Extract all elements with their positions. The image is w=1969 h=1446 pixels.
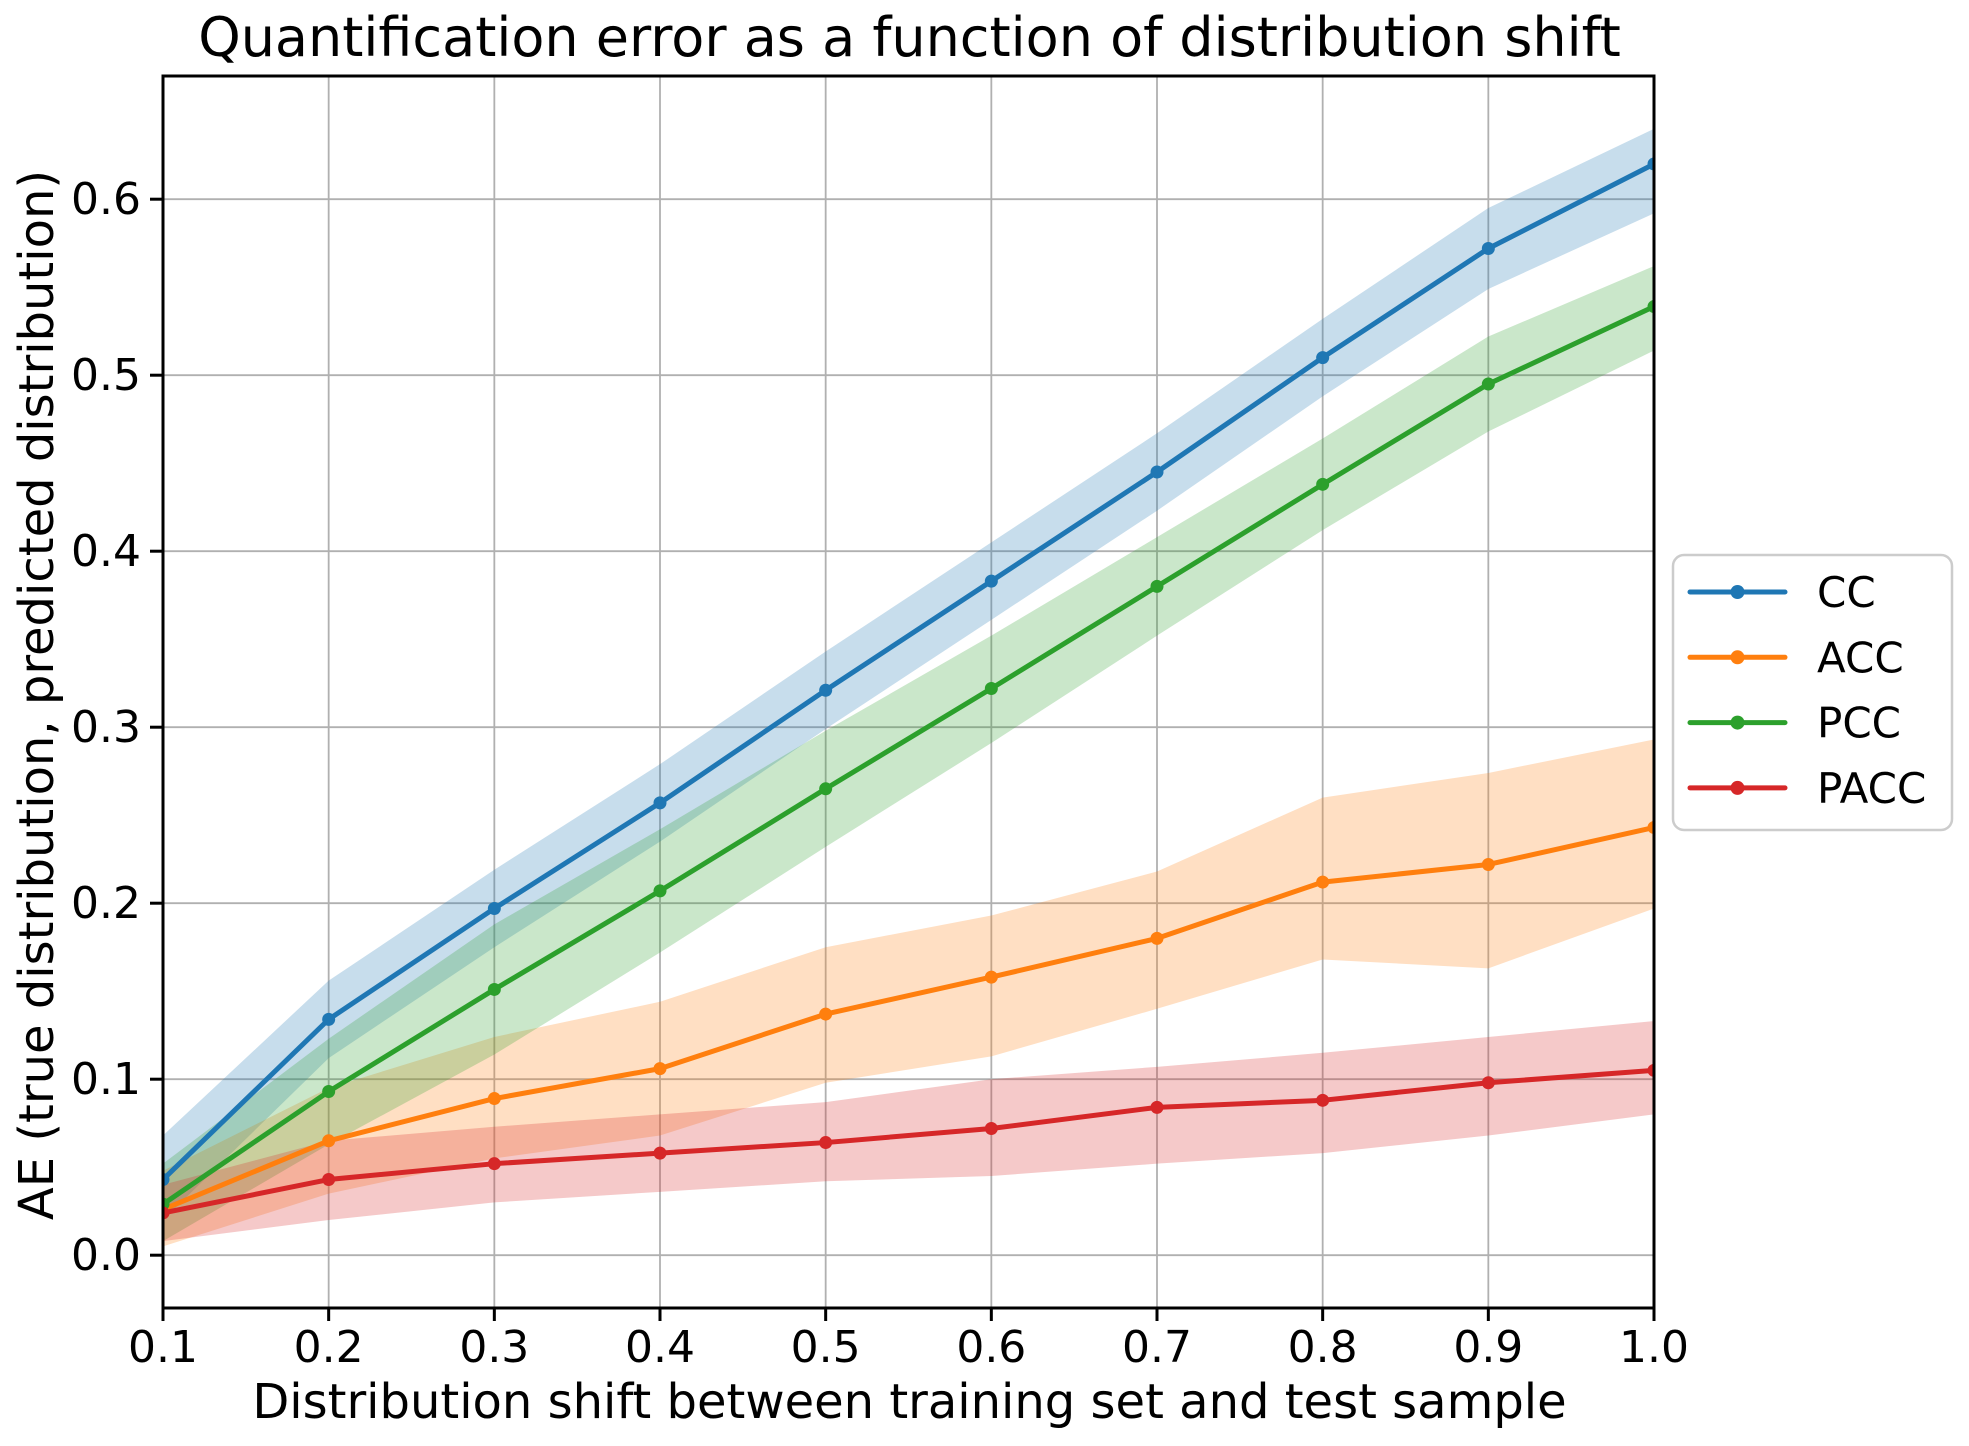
legend-label: CC — [1817, 568, 1876, 617]
data-point-PCC — [1150, 579, 1164, 593]
series-line-CC — [163, 161, 1654, 1183]
data-point-CC — [487, 901, 501, 915]
data-point-PCC — [322, 1085, 336, 1099]
data-point-CC — [819, 683, 833, 697]
data-point-PACC — [984, 1121, 998, 1135]
confidence-bands — [163, 128, 1654, 1247]
series-PCC — [163, 300, 1654, 1211]
plot-border — [161, 74, 1656, 1310]
x-tick-label: 0.5 — [791, 1322, 861, 1373]
data-point-CC — [1647, 157, 1654, 171]
data-point-PACC — [322, 1173, 336, 1187]
data-point-ACC — [1481, 857, 1495, 871]
confidence-band-CC — [163, 128, 1654, 1220]
data-point-PACC — [487, 1157, 501, 1171]
legend-marker — [1730, 715, 1745, 730]
legend-box — [1671, 553, 1954, 832]
legend-marker — [1730, 780, 1745, 795]
x-axis-label: Distribution shift between training set … — [252, 1374, 1567, 1430]
legend-label: ACC — [1817, 633, 1904, 682]
x-tick-label: 1.0 — [1619, 1322, 1689, 1373]
data-point-PCC — [1481, 377, 1495, 391]
data-point-ACC — [1150, 931, 1164, 945]
y-tick-label: 0.1 — [71, 1054, 141, 1105]
data-point-CC — [984, 574, 998, 588]
data-point-CC — [653, 796, 667, 810]
data-point-PACC — [1481, 1076, 1495, 1090]
series-CC — [163, 157, 1654, 1187]
y-tick-label: 0.4 — [71, 526, 141, 577]
y-tick-label: 0.5 — [71, 350, 141, 401]
series-ACC — [163, 821, 1654, 1216]
legend-item-PCC: PCC — [1687, 699, 1901, 748]
data-point-CC — [322, 1012, 336, 1026]
series-line-PACC — [163, 1067, 1654, 1216]
y-tick-label: 0.6 — [71, 174, 141, 225]
data-point-PACC — [1150, 1100, 1164, 1114]
data-point-ACC — [984, 970, 998, 984]
y-axis-label-text: AE (true distribution, predicted distrib… — [9, 169, 65, 1221]
data-point-CC — [163, 1173, 170, 1187]
x-tick-label: 0.1 — [128, 1322, 198, 1373]
series-PACC — [163, 1063, 1654, 1220]
legend-item-PACC: PACC — [1687, 764, 1926, 813]
x-tick-label: 0.7 — [1122, 1322, 1192, 1373]
confidence-band-ACC — [163, 739, 1654, 1247]
data-point-ACC — [819, 1007, 833, 1021]
data-point-PCC — [984, 681, 998, 695]
legend-item-CC: CC — [1687, 568, 1876, 617]
data-point-ACC — [653, 1062, 667, 1076]
data-point-CC — [1316, 351, 1330, 365]
legend-marker — [1730, 650, 1745, 665]
y-tick-label: 0.2 — [71, 878, 141, 929]
data-point-CC — [1481, 241, 1495, 255]
data-point-ACC — [487, 1092, 501, 1106]
data-point-PCC — [1316, 477, 1330, 491]
y-tick-label: 0.0 — [71, 1230, 141, 1281]
series-line-PCC — [163, 304, 1654, 1207]
series-line-ACC — [163, 825, 1654, 1212]
legend-label: PACC — [1817, 764, 1926, 813]
data-point-PACC — [1316, 1093, 1330, 1107]
data-point-PCC — [487, 982, 501, 996]
y-tick-label: 0.3 — [71, 702, 141, 753]
x-tick-label: 0.3 — [459, 1322, 529, 1373]
legend-item-ACC: ACC — [1687, 633, 1904, 682]
data-point-PACC — [1647, 1063, 1654, 1077]
x-tick-label: 0.6 — [956, 1322, 1026, 1373]
data-point-PACC — [819, 1136, 833, 1150]
data-point-PACC — [653, 1146, 667, 1160]
data-point-PCC — [653, 884, 667, 898]
data-point-CC — [1150, 465, 1164, 479]
x-tick-label: 0.2 — [294, 1322, 364, 1373]
x-tick-label: 0.8 — [1288, 1322, 1358, 1373]
data-point-PACC — [163, 1206, 170, 1220]
legend: CC ACC PCC PACC — [1671, 553, 1954, 832]
data-point-PCC — [1647, 300, 1654, 314]
chart-title: Quantification error as a function of di… — [198, 6, 1621, 69]
data-point-PCC — [819, 782, 833, 796]
legend-marker — [1730, 585, 1745, 599]
x-tick-label: 0.4 — [625, 1322, 695, 1373]
data-point-ACC — [1316, 875, 1330, 889]
data-point-ACC — [322, 1134, 336, 1148]
data-point-ACC — [1647, 821, 1654, 835]
x-tick-label: 0.9 — [1453, 1322, 1523, 1373]
confidence-band-PACC — [163, 1021, 1654, 1242]
legend-label: PCC — [1817, 699, 1901, 748]
